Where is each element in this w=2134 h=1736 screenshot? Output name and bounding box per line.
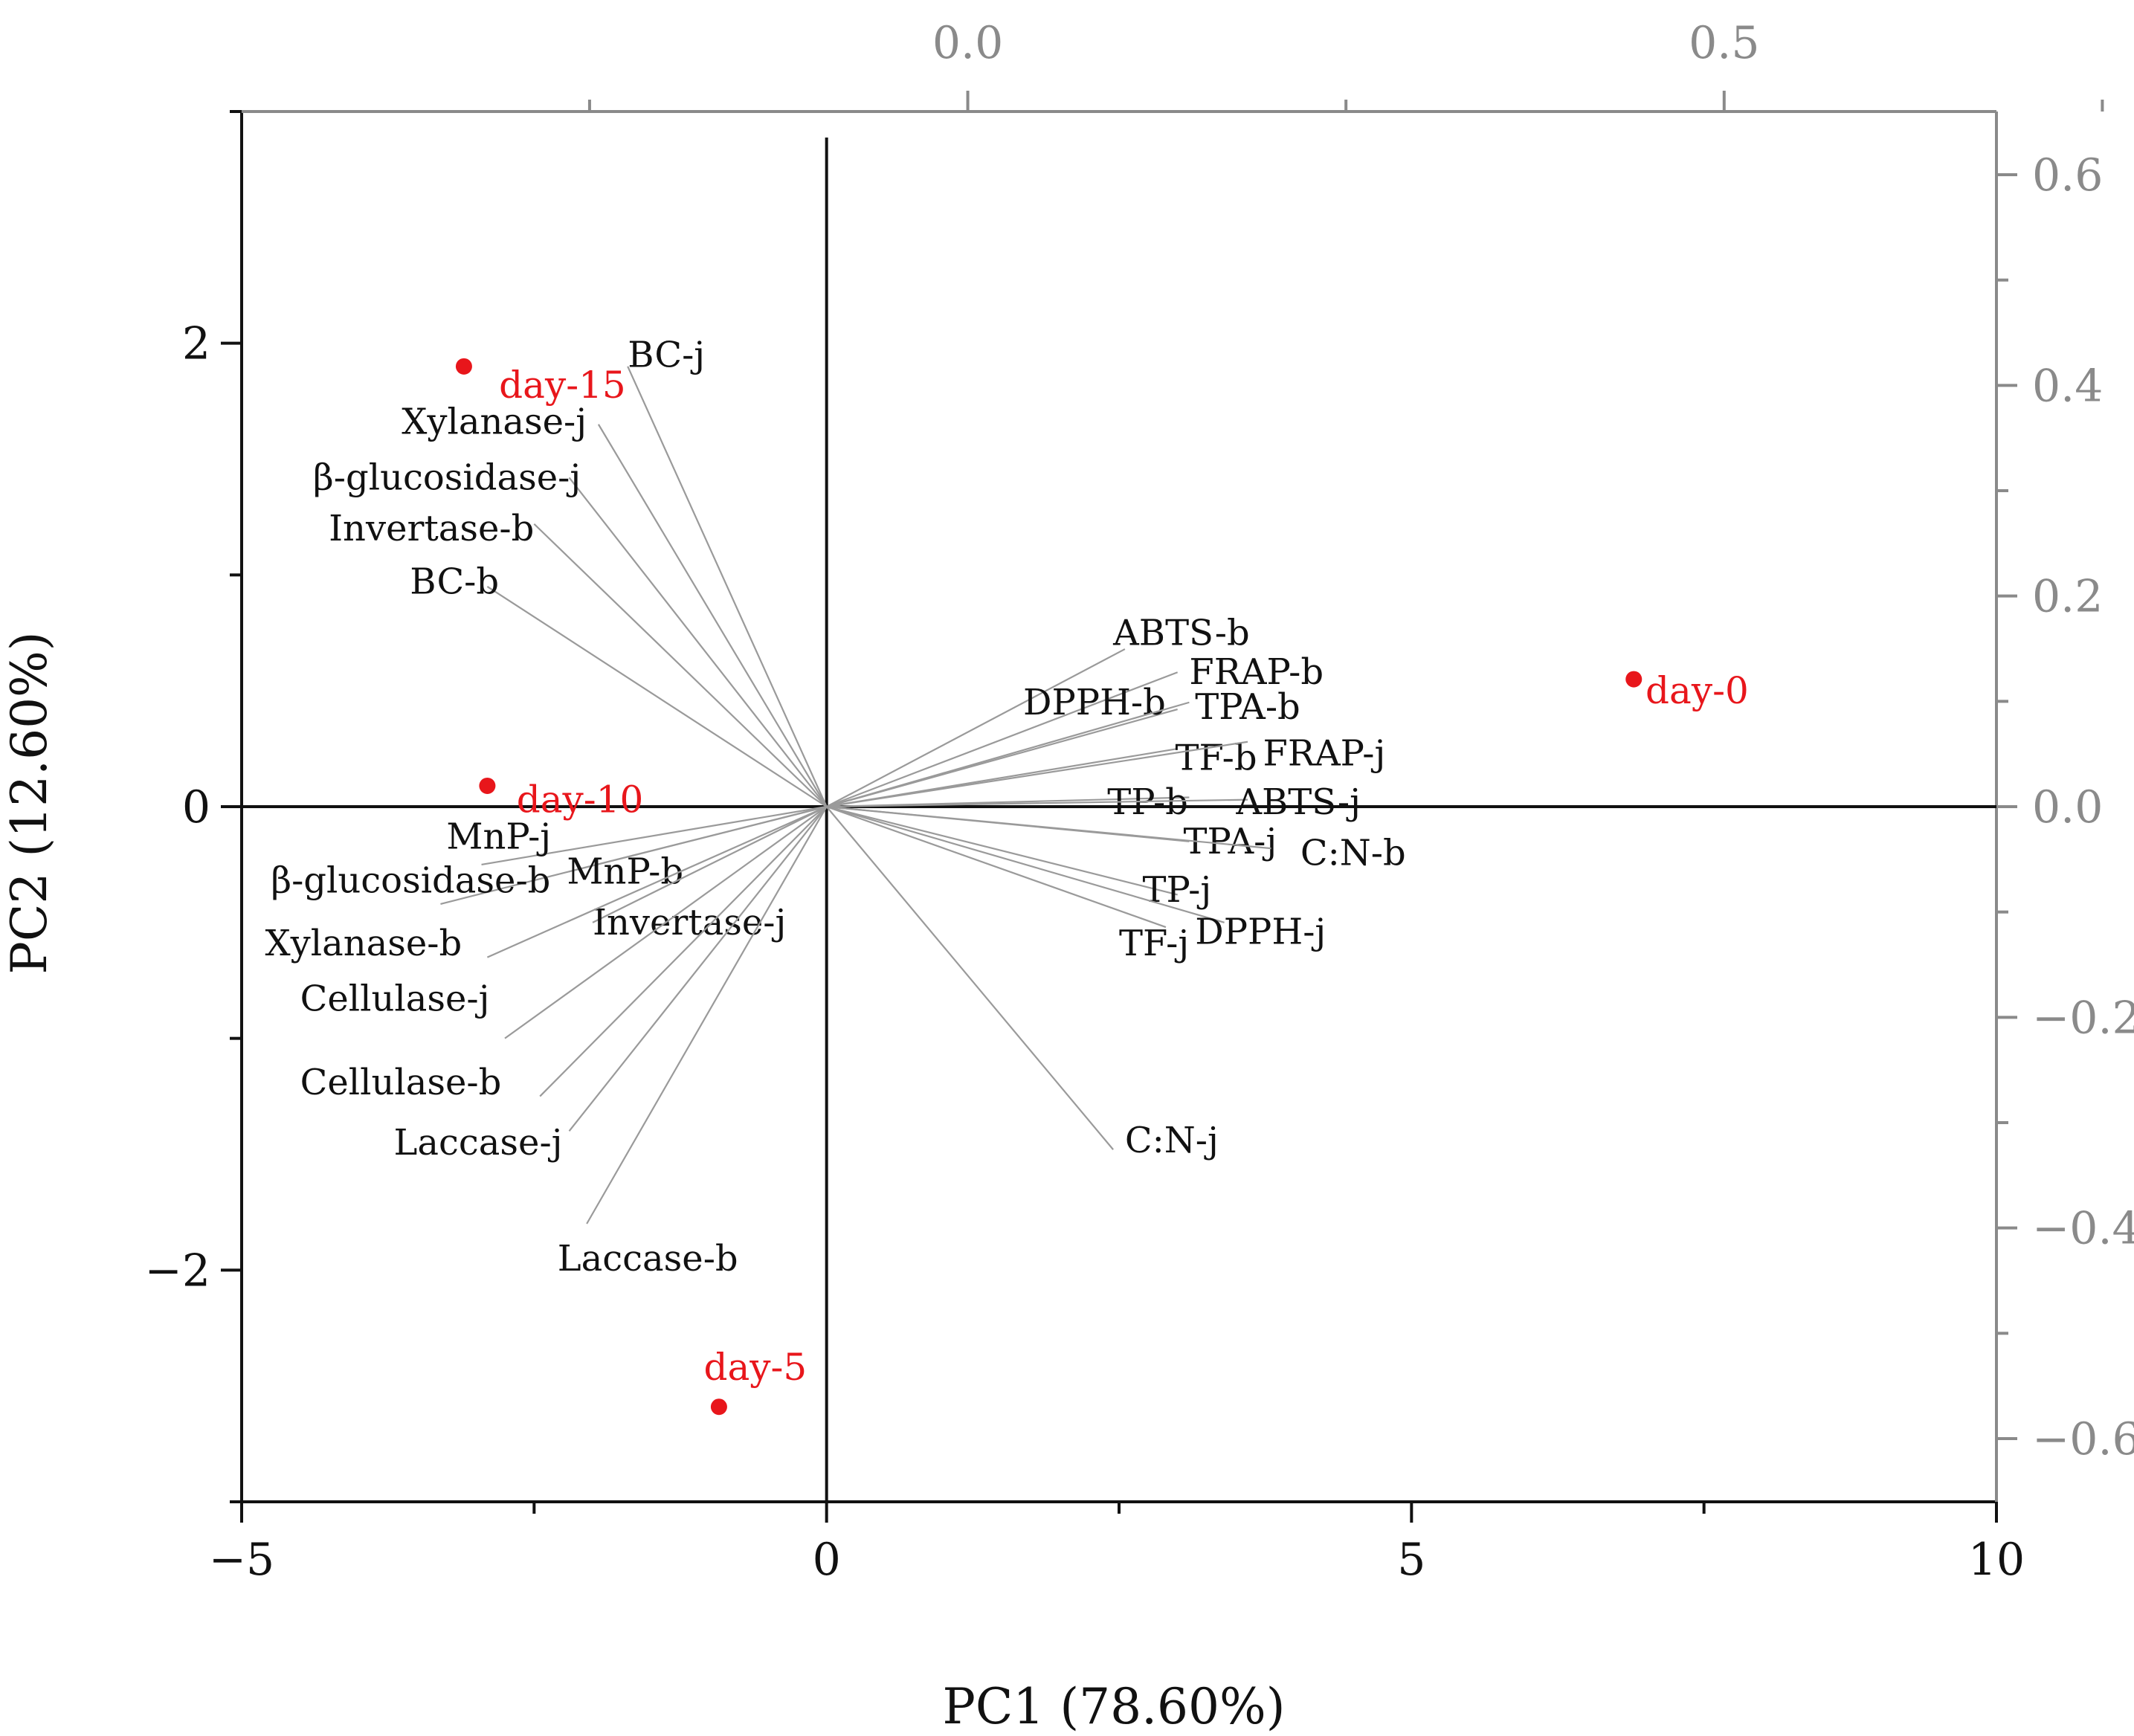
loading-line-xylanase-b (486, 805, 828, 958)
loading-label-abts-j: ABTS-j (1235, 781, 1361, 823)
y-axis-title: PC2 (12.60%) (1, 631, 58, 974)
loading-line-xylanase-j (597, 424, 828, 807)
y-tick-label: −2 (145, 1245, 210, 1297)
loading-label-xylanase-b: Xylanase-b (265, 923, 462, 964)
score-point-day-5 (710, 1398, 727, 1416)
loading-line-bc-j (627, 366, 828, 807)
loading-label-tf-j: TF-j (1119, 923, 1189, 964)
loading-label-tf-b: TF-b (1176, 738, 1257, 779)
loading-label-mnp-b: MnP-b (567, 851, 683, 892)
right-tick-label: −0.4 (2032, 1203, 2134, 1255)
right-tick-label: 0.6 (2032, 149, 2103, 201)
loading-label-bc-j: BC-j (628, 334, 705, 375)
loading-label-mnp-j: MnP-j (446, 816, 551, 858)
loading-line-cellulase-b (539, 806, 828, 1097)
loading-label-invertase-b: Invertase-b (329, 508, 534, 549)
loading-label-tpa-b: TPA-b (1195, 686, 1300, 728)
loading-line-laccase-b (586, 806, 828, 1224)
loading-label-xylanase-j: Xylanase-j (402, 401, 587, 443)
loading-line--glucosidase-j (568, 477, 828, 807)
loading-label-dpph-j: DPPH-j (1195, 911, 1326, 952)
loading-line-mnp-b (569, 805, 827, 873)
x-tick-label: 5 (1397, 1534, 1425, 1586)
loading-label-laccase-b: Laccase-b (558, 1238, 738, 1280)
score-point-day-10 (479, 777, 496, 794)
y-tick-label: 0 (182, 781, 210, 833)
loading-line-tp-j (826, 805, 1178, 896)
x-tick-label: 10 (1968, 1534, 2025, 1586)
right-tick-label: −0.6 (2032, 1413, 2134, 1465)
loading-line-dpph-j (826, 805, 1225, 923)
loading-label-bc-b: BC-b (410, 561, 499, 603)
loading-line-frap-b (826, 671, 1179, 808)
x-axis-title: PC1 (78.60%) (942, 1678, 1285, 1735)
loading-label--glucosidase-j: β-glucosidase-j (313, 456, 581, 498)
score-label-day-15: day-15 (499, 364, 626, 407)
y-tick-label: 2 (182, 318, 210, 370)
loading-label-laccase-j: Laccase-j (394, 1122, 563, 1164)
loading-label-invertase-j: Invertase-j (593, 902, 786, 943)
loading-label-frap-b: FRAP-b (1189, 651, 1324, 693)
top-tick-label: 0.0 (932, 17, 1003, 69)
loading-vectors: BC-j Xylanase-j β-glucosidase-j Invertase-b… (265, 334, 1405, 1280)
loading-line-c-n-b (826, 805, 1271, 850)
loading-line-frap-j (826, 740, 1248, 808)
loading-label-frap-j: FRAP-j (1263, 732, 1386, 774)
loading-label-c-n-j: C:N-j (1125, 1120, 1219, 1161)
loading-line-tf-j (826, 805, 1167, 929)
loading-label-abts-b: ABTS-b (1112, 612, 1250, 654)
loading-label-tp-j: TP-j (1142, 869, 1211, 911)
loading-line-bc-b (486, 585, 828, 807)
right-tick-label: −0.2 (2032, 992, 2134, 1044)
loading-line-laccase-j (568, 806, 828, 1132)
loading-line-abts-b (826, 648, 1126, 807)
score-point-day-0 (1625, 671, 1643, 688)
top-tick-label: 0.5 (1689, 17, 1759, 69)
axes: −5 0 5 10 2 0 −2 0.0 0.5 0.6 0.4 0.2 0.0 −0.2 −0.4 −0.6 (145, 17, 2134, 1586)
score-label-day-5: day-5 (703, 1346, 807, 1389)
loading-label-dpph-b: DPPH-b (1023, 682, 1166, 723)
score-label-day-10: day-10 (517, 778, 644, 822)
score-points: day-15 day-10 day-5 day-0 (455, 358, 1749, 1416)
x-tick-label: 0 (813, 1534, 841, 1586)
loading-label-c-n-b: C:N-b (1300, 832, 1406, 874)
loading-line-cellulase-j (504, 806, 828, 1039)
loading-line-mnp-j (481, 805, 827, 866)
score-point-day-15 (455, 358, 472, 375)
loading-line-tpa-b (826, 701, 1190, 808)
loading-label-cellulase-b: Cellulase-b (300, 1062, 502, 1103)
right-tick-label: 0.4 (2032, 360, 2103, 412)
right-tick-label: 0.2 (2032, 571, 2103, 623)
loading-line-c-n-j (825, 806, 1114, 1150)
right-tick-label: 0.0 (2032, 781, 2103, 833)
loading-line-abts-j (826, 798, 1248, 808)
loading-label-cellulase-j: Cellulase-j (300, 978, 490, 1020)
x-tick-label: −5 (209, 1534, 274, 1586)
loading-line-invertase-j (592, 806, 828, 923)
score-label-day-0: day-0 (1645, 669, 1749, 712)
loading-line-invertase-b (533, 523, 828, 807)
loading-label--glucosidase-b: β-glucosidase-b (271, 860, 550, 902)
